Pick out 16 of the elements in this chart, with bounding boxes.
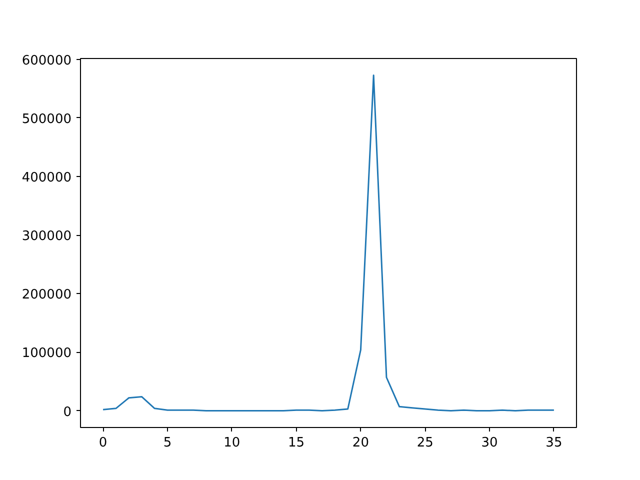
x-tick-label: 20: [352, 436, 369, 450]
y-tick-label: 500000: [22, 112, 72, 127]
x-tick-label: 0: [98, 436, 108, 450]
y-tick-label: 300000: [22, 229, 72, 244]
line-series: [102, 74, 555, 412]
x-tick-label: 25: [416, 436, 434, 450]
y-tick-label: 0: [63, 404, 72, 420]
x-tick-label: 35: [546, 436, 562, 450]
y-tick-label: 600000: [22, 53, 72, 68]
x-tick-label: 30: [481, 436, 498, 450]
x-tick-label: 10: [224, 436, 240, 450]
x-tick-label: 15: [288, 436, 305, 450]
x-tick-label: 5: [163, 436, 172, 450]
y-tick-label: 200000: [22, 288, 72, 303]
y-tick-label: 100000: [22, 346, 72, 362]
y-tick-label: 400000: [22, 170, 72, 186]
